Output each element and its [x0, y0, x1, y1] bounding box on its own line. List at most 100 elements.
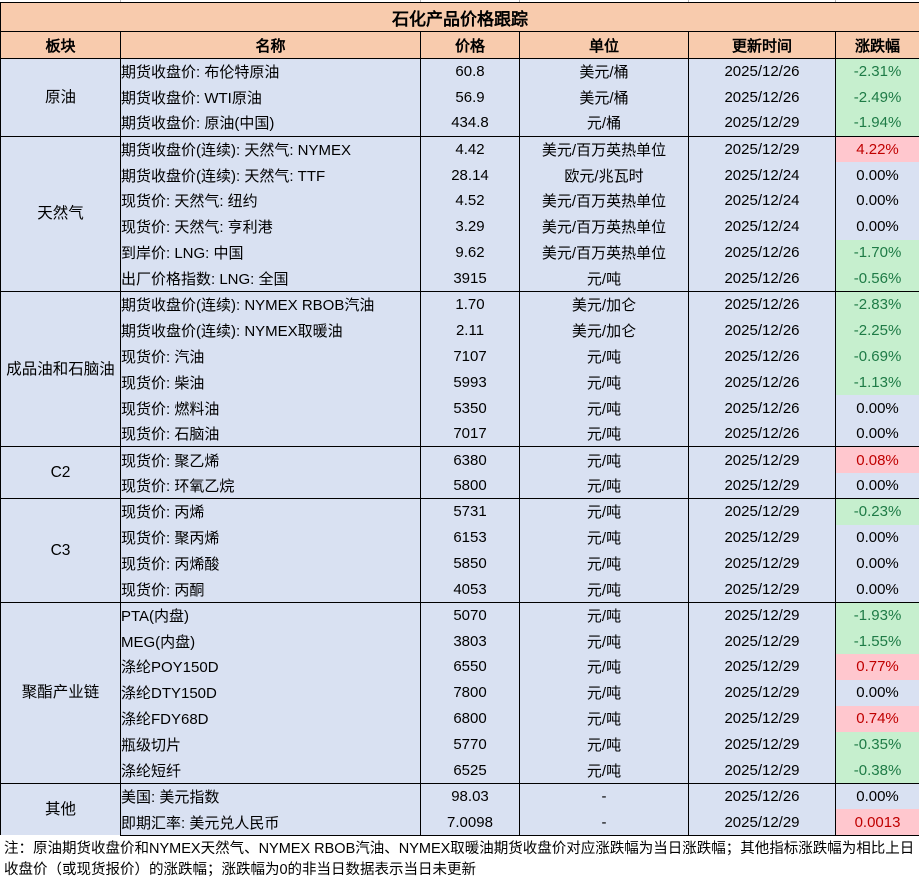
cell-price: 5731 — [420, 498, 520, 525]
cell-change: -1.94% — [834, 110, 919, 137]
cell-price: 1.70 — [420, 291, 520, 318]
cell-unit: 元/吨 — [519, 576, 689, 603]
cell-unit: 元/吨 — [519, 343, 689, 370]
cell-price: 4.52 — [420, 187, 520, 214]
cell-update-time: 2025/12/24 — [688, 213, 836, 240]
cell-unit: 元/吨 — [519, 705, 689, 732]
cell-change: 0.08% — [834, 446, 919, 473]
cell-change: 0.00% — [834, 187, 919, 214]
footnote: 注：原油期货收盘价和NYMEX天然气、NYMEX RBOB汽油、NYMEX取暖油… — [0, 835, 919, 879]
cell-price: 7800 — [420, 679, 520, 706]
section-label-5: 聚酯产业链 — [0, 601, 121, 784]
cell-update-time: 2025/12/29 — [688, 628, 836, 654]
cell-update-time: 2025/12/29 — [688, 576, 836, 603]
cell-name: 现货价: 丙烯酸 — [120, 550, 421, 577]
cell-update-time: 2025/12/29 — [688, 757, 836, 784]
cell-name: 期货收盘价(连续): 天然气: TTF — [120, 162, 421, 188]
header-row: 板块 名称 价格 单位 更新时间 涨跌幅 — [0, 31, 919, 59]
cell-change: 0.74% — [834, 705, 919, 732]
table-row: 现货价: 环氧乙烷 5800 元/吨 2025/12/29 0.00% — [1, 472, 919, 499]
cell-unit: 美元/桶 — [519, 84, 689, 111]
cell-update-time: 2025/12/24 — [688, 162, 836, 188]
cell-update-time: 2025/12/26 — [688, 265, 836, 292]
cell-name: 涤纶POY150D — [120, 653, 421, 680]
cell-unit: - — [519, 782, 689, 810]
cell-update-time: 2025/12/26 — [688, 84, 836, 111]
cell-price: 3803 — [420, 628, 520, 654]
cell-unit: 美元/百万英热单位 — [519, 239, 689, 266]
cell-price: 6525 — [420, 757, 520, 784]
cell-name: 期货收盘价(连续): NYMEX取暖油 — [120, 317, 421, 344]
cell-update-time: 2025/12/29 — [688, 731, 836, 758]
cell-change: -1.13% — [834, 369, 919, 396]
cell-name: 期货收盘价: 布伦特原油 — [120, 58, 421, 85]
cell-price: 6153 — [420, 524, 520, 551]
cell-price: 5070 — [420, 601, 520, 629]
cell-name: MEG(内盘) — [120, 628, 421, 654]
cell-change: 0.0013 — [834, 809, 919, 836]
cell-unit: 元/吨 — [519, 757, 689, 784]
cell-unit: 美元/百万英热单位 — [519, 187, 689, 214]
cell-price: 98.03 — [420, 782, 520, 810]
column-header-sector: 板块 — [0, 31, 121, 59]
cell-change: 0.00% — [834, 395, 919, 421]
top-gridline-strip — [0, 0, 919, 2]
column-header-update-time: 更新时间 — [688, 31, 836, 59]
table-row: 聚酯产业链 PTA(内盘) 5070 元/吨 2025/12/29 -1.93% — [0, 601, 919, 784]
cell-price: 3915 — [420, 265, 520, 292]
cell-update-time: 2025/12/26 — [688, 58, 836, 85]
table-body: 原油 期货收盘价: 布伦特原油 60.8 美元/桶 2025/12/26 -2.31% 期货… — [0, 58, 919, 836]
cell-price: 7.0098 — [420, 809, 520, 836]
cell-price: 5993 — [420, 369, 520, 396]
table-row: 原油 期货收盘价: 布伦特原油 60.8 美元/桶 2025/12/26 -2.31% — [0, 58, 919, 137]
cell-change: -2.25% — [834, 317, 919, 344]
cell-change: -0.38% — [834, 757, 919, 784]
column-header-unit: 单位 — [519, 31, 689, 59]
table-row: MEG(内盘) 3803 元/吨 2025/12/29 -1.55% — [1, 628, 919, 654]
table-row: 现货价: 丙酮 4053 元/吨 2025/12/29 0.00% — [1, 576, 919, 603]
cell-unit: 美元/桶 — [519, 58, 689, 85]
cell-name: 涤纶FDY68D — [120, 705, 421, 732]
cell-name: 涤纶短纤 — [120, 757, 421, 784]
cell-change: -2.49% — [834, 84, 919, 111]
cell-name: 现货价: 天然气: 亨利港 — [120, 213, 421, 240]
table-row: 现货价: 聚丙烯 6153 元/吨 2025/12/29 0.00% — [1, 524, 919, 551]
cell-name: PTA(内盘) — [120, 601, 421, 629]
cell-change: 0.00% — [834, 550, 919, 577]
cell-name: 现货价: 聚丙烯 — [120, 524, 421, 551]
page-title: 石化产品价格跟踪 — [0, 2, 919, 32]
table-row: 现货价: 天然气: 亨利港 3.29 美元/百万英热单位 2025/12/24 0.00… — [1, 213, 919, 240]
cell-unit: 元/吨 — [519, 446, 689, 473]
cell-unit: 元/吨 — [519, 395, 689, 421]
cell-update-time: 2025/12/26 — [688, 369, 836, 396]
cell-update-time: 2025/12/24 — [688, 187, 836, 214]
cell-price: 7107 — [420, 343, 520, 370]
cell-unit: 元/吨 — [519, 524, 689, 551]
section-label-0: 原油 — [0, 58, 121, 137]
cell-unit: 元/吨 — [519, 265, 689, 292]
gridline-tick — [688, 0, 689, 2]
cell-unit: 元/桶 — [519, 110, 689, 137]
cell-name: 现货价: 柴油 — [120, 369, 421, 396]
cell-unit: 元/吨 — [519, 498, 689, 525]
cell-update-time: 2025/12/29 — [688, 653, 836, 680]
table-row: 期货收盘价: WTI原油 56.9 美元/桶 2025/12/26 -2.49% — [1, 84, 919, 111]
table-row: 现货价: 石脑油 7017 元/吨 2025/12/26 0.00% — [1, 420, 919, 447]
section-label-6: 其他 — [0, 782, 121, 836]
cell-change: -0.35% — [834, 731, 919, 758]
cell-change: -2.83% — [834, 291, 919, 318]
cell-update-time: 2025/12/26 — [688, 420, 836, 447]
cell-unit: - — [519, 809, 689, 836]
cell-update-time: 2025/12/26 — [688, 343, 836, 370]
table-row: C2 现货价: 聚乙烯 6380 元/吨 2025/12/29 0.08% — [0, 446, 919, 499]
cell-unit: 元/吨 — [519, 653, 689, 680]
table-row: 现货价: 燃料油 5350 元/吨 2025/12/26 0.00% — [1, 395, 919, 421]
table-row: 其他 美国: 美元指数 98.03-2025/12/26 0.00% — [0, 782, 919, 836]
table-row: 成品油和石脑油 期货收盘价(连续): NYMEX RBOB汽油 1.70 美元/加仑 2… — [0, 291, 919, 447]
table-row: C3 现货价: 丙烯 5731 元/吨 2025/12/29 -0.23% — [0, 498, 919, 603]
table-row: 即期汇率: 美元兑人民币 7.0098-2025/12/29 0.0013 — [1, 809, 919, 836]
table-row: 涤纶DTY150D 7800 元/吨 2025/12/29 0.00% — [1, 679, 919, 706]
cell-price: 56.9 — [420, 84, 520, 111]
table-row: 期货收盘价: 原油(中国) 434.8 元/桶 2025/12/29 -1.94% — [1, 110, 919, 137]
